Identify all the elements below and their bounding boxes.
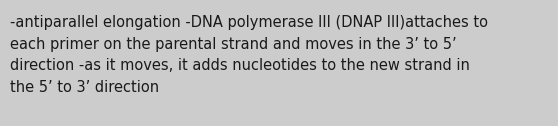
Text: -antiparallel elongation -DNA polymerase III (DNAP III)attaches to
each primer o: -antiparallel elongation -DNA polymerase… bbox=[10, 15, 488, 95]
